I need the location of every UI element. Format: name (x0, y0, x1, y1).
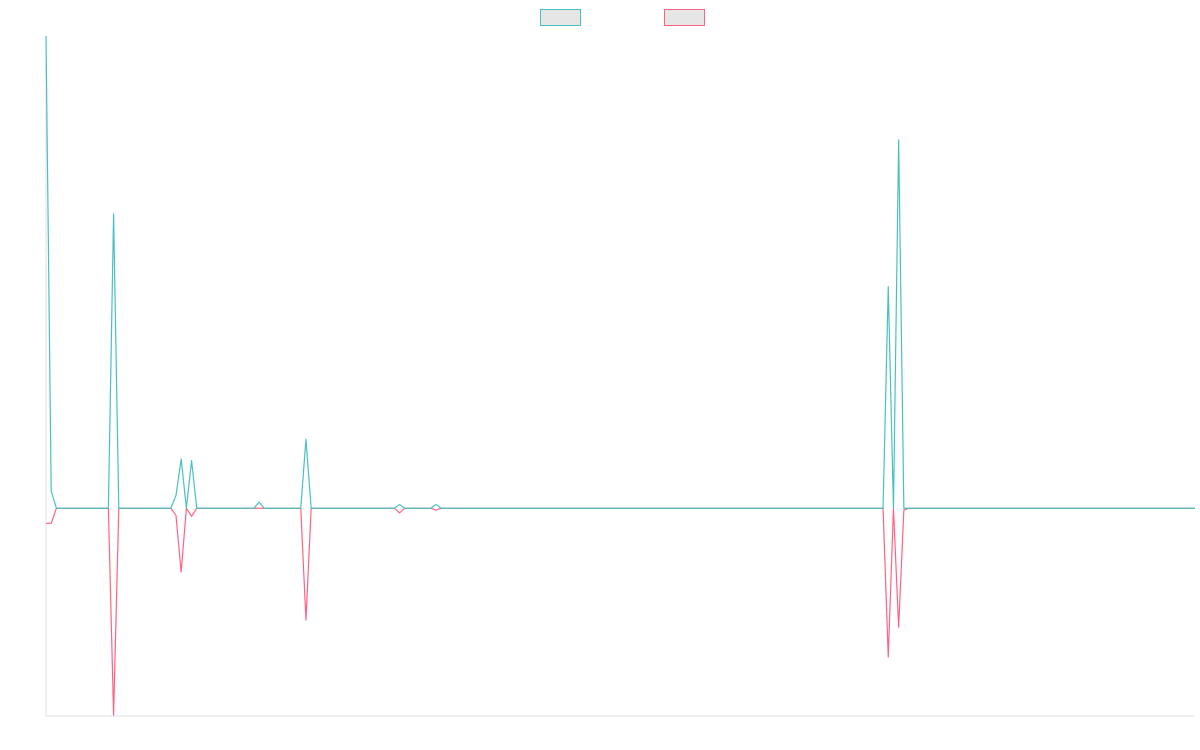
series-line (45, 35, 1195, 509)
series-line (46, 507, 1195, 716)
legend-swatch[interactable] (540, 9, 581, 26)
legend-swatch[interactable] (664, 9, 705, 26)
